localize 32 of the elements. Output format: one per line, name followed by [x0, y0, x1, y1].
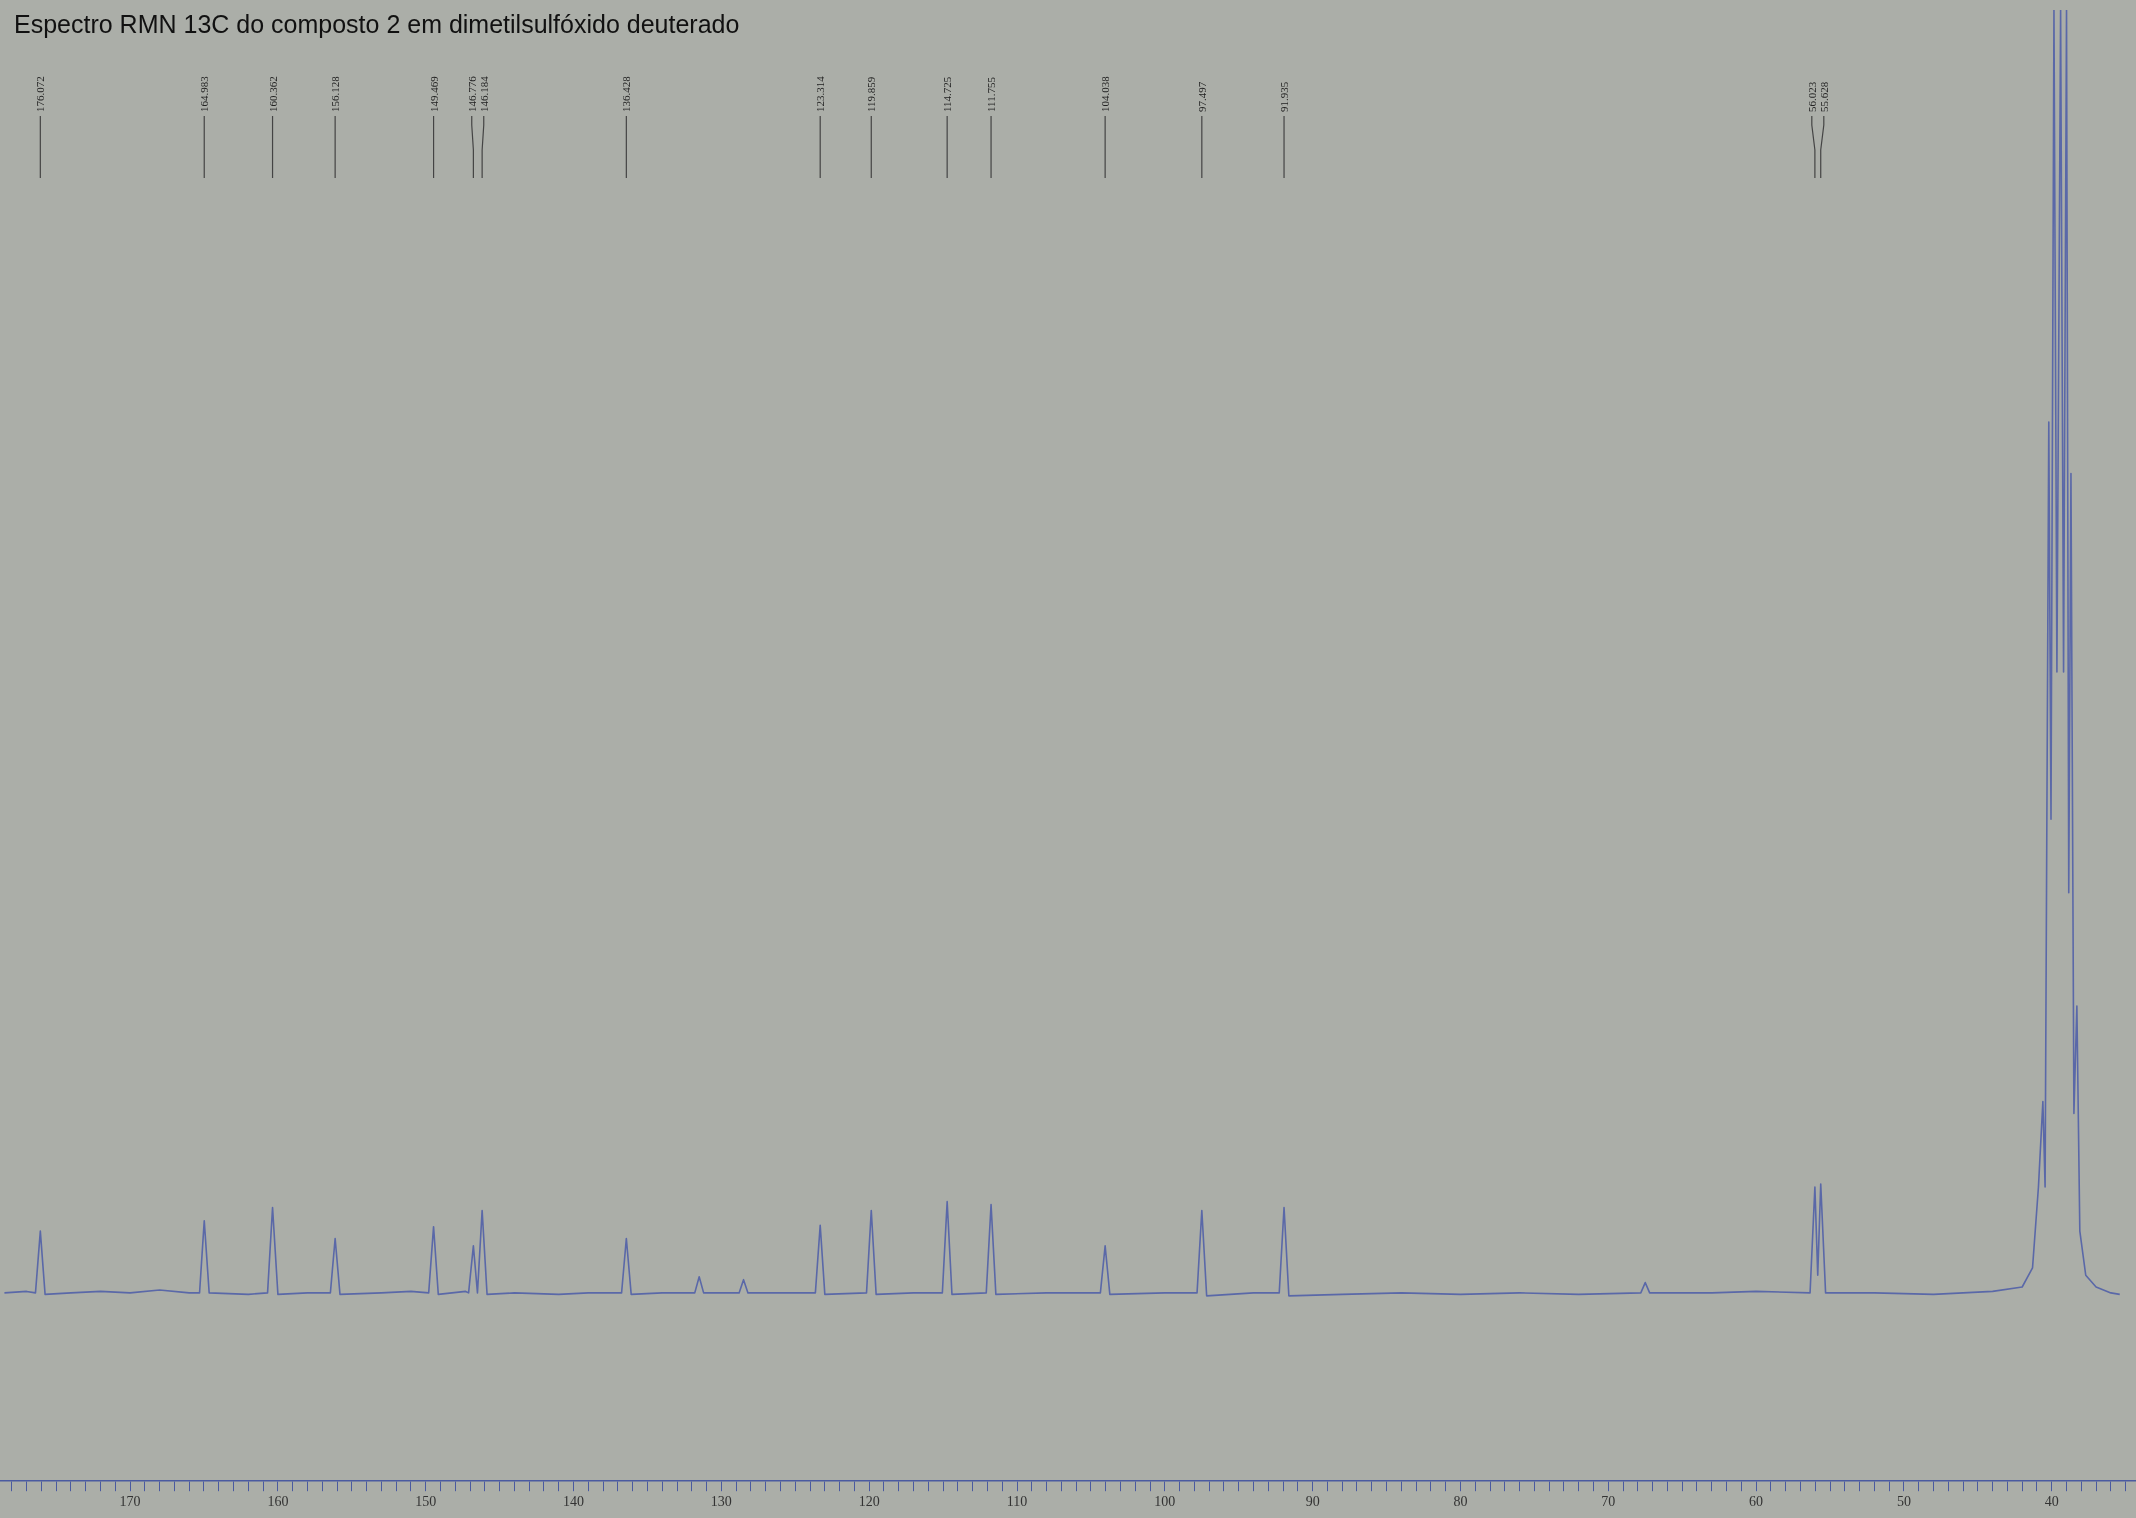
annotation: 55.628 — [1817, 81, 1830, 112]
x-tick-label: 90 — [1305, 1494, 1320, 1510]
chart-title: Espectro RMN 13C do composto 2 em dimetilsulfóxido deuterado — [14, 10, 740, 39]
annotation: 97.497 — [1195, 81, 1208, 112]
x-tick-label: 100 — [1154, 1494, 1176, 1510]
x-tick-label: 140 — [563, 1494, 585, 1510]
x-tick-label: 160 — [267, 1494, 289, 1510]
annotation: 123.314 — [814, 75, 827, 112]
x-tick-label: 130 — [710, 1494, 732, 1510]
annotation: 160.362 — [266, 76, 279, 112]
x-tick-label: 80 — [1453, 1494, 1468, 1510]
annotation: 156.128 — [329, 75, 342, 112]
annotation: 119.859 — [865, 76, 878, 112]
x-tick-label: 110 — [1006, 1494, 1028, 1510]
x-tick-label: 40 — [2044, 1494, 2059, 1510]
annotation: 146.184 — [477, 75, 490, 112]
annotation: 114.725 — [941, 76, 954, 112]
annotation: 146.776 — [465, 75, 478, 112]
x-tick-label: 170 — [119, 1494, 141, 1510]
annotation: 104.038 — [1099, 75, 1112, 112]
annotation: 56.023 — [1805, 81, 1818, 112]
annotation: 176.072 — [34, 76, 47, 112]
annotation: 111.755 — [985, 76, 998, 112]
x-tick-label: 120 — [858, 1494, 880, 1510]
x-tick-label: 70 — [1601, 1494, 1616, 1510]
annotation: 136.428 — [620, 75, 633, 112]
annotation: 91.935 — [1278, 81, 1291, 112]
x-tick-label: 50 — [1896, 1494, 1911, 1510]
annotation: 149.469 — [427, 75, 440, 112]
annotation: 164.983 — [198, 75, 211, 112]
x-tick-label: 150 — [415, 1494, 437, 1510]
x-tick-label: 60 — [1749, 1494, 1764, 1510]
